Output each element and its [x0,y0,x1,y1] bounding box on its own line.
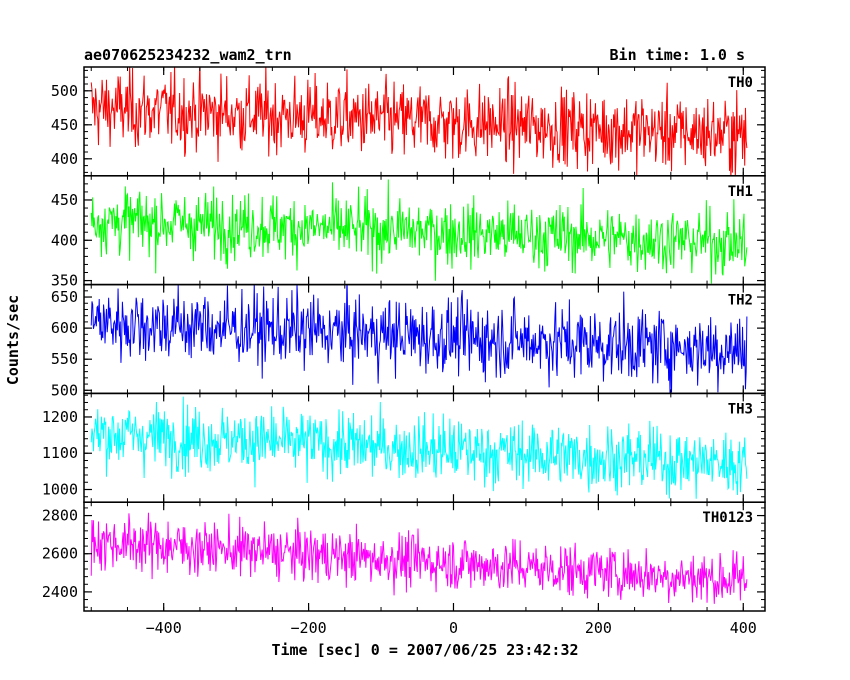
panel-label-th1: TH1 [728,184,753,200]
x-tick-label: −400 [146,619,182,637]
chart-title: ae070625234232_wam2_trn [84,46,292,64]
y-tick-label: 650 [51,288,78,306]
y-tick-label: 500 [51,381,78,399]
panel-label-th0123: TH0123 [702,510,753,526]
y-tick-label: 550 [51,350,78,368]
panel-label-th2: TH2 [728,293,753,309]
y-tick-label: 400 [51,231,78,249]
y-tick-label: 2400 [42,583,78,601]
x-tick-label: 200 [585,619,612,637]
y-axis-label: Counts/sec [4,295,22,385]
x-tick-label: −200 [291,619,327,637]
y-tick-label: 450 [51,191,78,209]
series-line-th1 [90,179,748,284]
x-tick-label: 400 [730,619,757,637]
panel-label-th3: TH3 [728,401,753,417]
y-tick-label: 1000 [42,481,78,499]
y-tick-label: 450 [51,116,78,134]
panel-frame-th0123 [83,501,766,612]
y-tick-label: 1200 [42,408,78,426]
x-axis-label: Time [sec] 0 = 2007/06/25 23:42:32 [271,641,578,659]
y-tick-label: 400 [51,150,78,168]
x-tick-label: 0 [449,619,458,637]
y-tick-label: 350 [51,272,78,290]
panel-label-th0: TH0 [728,75,753,91]
series-line-th0123 [90,512,748,604]
y-tick-label: 2600 [42,545,78,563]
series-line-th3 [90,396,748,499]
y-tick-label: 500 [51,82,78,100]
series-line-th0 [90,67,748,176]
series-line-th2 [90,284,748,394]
y-tick-label: 600 [51,319,78,337]
y-tick-label: 2800 [42,507,78,525]
bin-time-label: Bin time: 1.0 s [610,46,745,64]
y-tick-label: 1100 [42,444,78,462]
panels-group: 400 450 500 TH0 350 400 450 TH1 500 550 600 650 TH2 1… [42,66,766,637]
